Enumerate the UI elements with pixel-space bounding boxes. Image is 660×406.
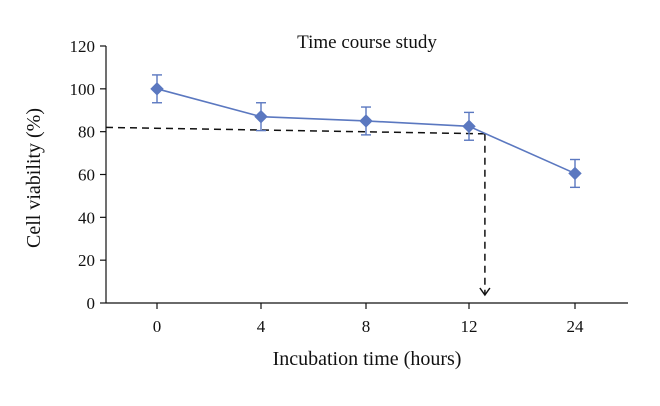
y-tick-label: 80	[78, 123, 95, 142]
x-axis-title: Incubation time (hours)	[273, 348, 462, 370]
y-tick-label: 40	[78, 208, 95, 227]
arrow-down-icon	[479, 287, 491, 297]
chart-title: Time course study	[297, 32, 437, 53]
data-point-diamond	[359, 114, 373, 128]
x-tick-label: 12	[461, 317, 478, 336]
y-tick-label: 120	[70, 37, 96, 56]
x-tick-label: 4	[257, 317, 266, 336]
series-group	[150, 74, 582, 189]
y-axis-ticks: 0 20 40 60 80 100 120	[70, 37, 106, 313]
x-tick-label: 0	[153, 317, 162, 336]
y-tick-label: 60	[78, 166, 95, 185]
y-tick-label: 0	[87, 294, 96, 313]
x-axis-ticks: 0 4 8 12 24	[153, 303, 584, 336]
x-tick-label: 24	[567, 317, 585, 336]
data-point-diamond	[254, 109, 268, 124]
dashed-reference-annotation	[105, 126, 491, 297]
data-point-diamond	[462, 119, 476, 134]
horizontal-dashed-line	[105, 126, 485, 135]
y-tick-label: 20	[78, 251, 95, 270]
y-axis-title: Cell viability (%)	[23, 108, 45, 248]
data-point-diamond	[150, 82, 164, 96]
y-tick-label: 100	[70, 80, 96, 99]
x-tick-label: 8	[362, 317, 371, 336]
data-point-diamond	[568, 166, 582, 181]
